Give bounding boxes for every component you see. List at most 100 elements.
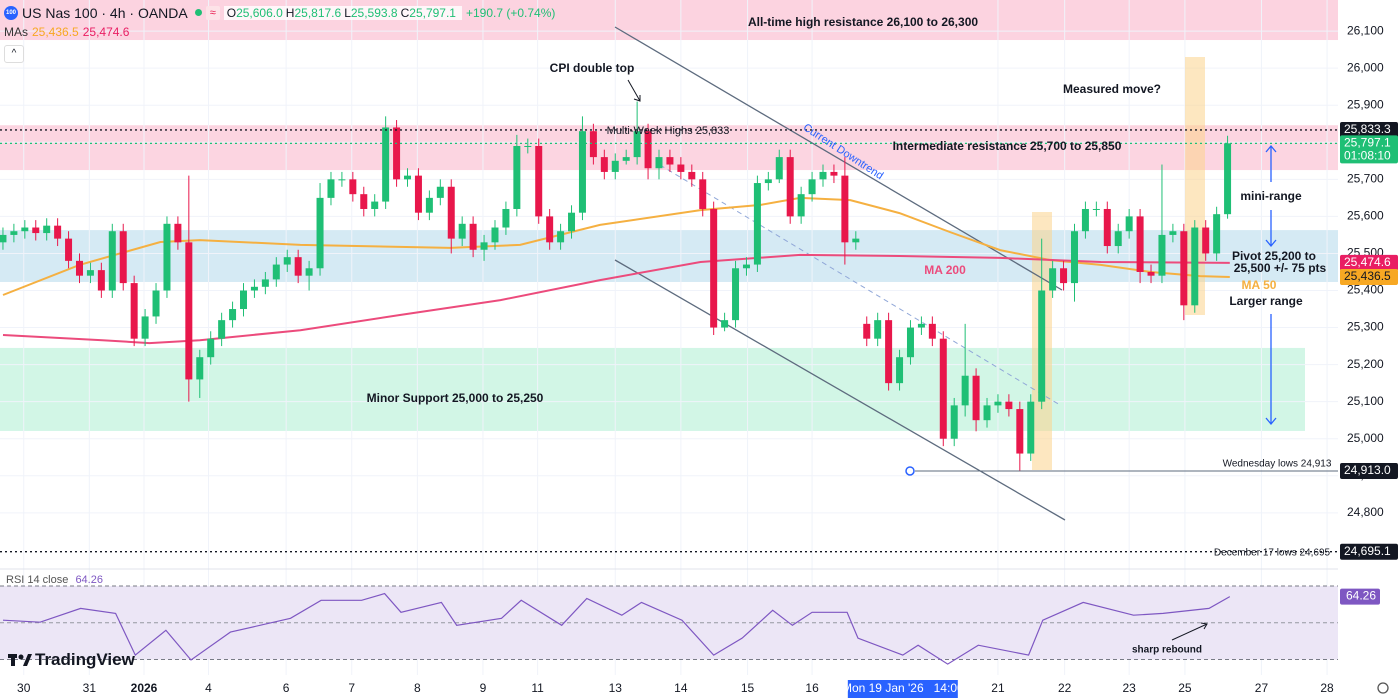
highlight [1185,57,1205,315]
x-tick-label: 27 [1255,681,1269,695]
candle-body [546,216,554,243]
candle-body [524,145,532,147]
x-tick-label: 9 [480,681,487,695]
candle-body [0,234,7,243]
candle-body [797,194,805,217]
ohlc-key: H [285,5,295,20]
rsi-line [2,592,1231,665]
candle-body [163,223,171,291]
candle-body [917,323,925,328]
candle-body [1049,268,1057,291]
candle-body [1027,401,1035,454]
crosshair-label: Mon 19 Jan '26 14:00 [842,681,964,695]
candle-body [830,171,838,176]
x-tick-label: 4 [205,681,212,695]
x-tick-label: 14 [674,681,688,695]
symbol[interactable]: US Nas 100 · 4h · OANDA [22,4,188,21]
price-badge-label: 25,474.6 [1344,255,1391,269]
candle-body [1125,216,1133,232]
candle-body [863,323,871,339]
candle-body [1038,290,1046,402]
candle-body [1158,234,1166,276]
candle-body [1081,208,1089,232]
price-countdown: 01:08:10 [1344,149,1391,163]
x-tick-label: 21 [991,681,1005,695]
candle-body [753,183,761,265]
ohlc-value: 25,797.1 [409,5,456,20]
candle-body [742,264,750,269]
y-tick-label: 26,000 [1347,60,1384,74]
candle-body [1202,227,1210,254]
candle-body [1103,208,1111,247]
symbol-icon: 100 [4,5,18,20]
candle-body [677,164,685,172]
trend-line [614,259,1066,521]
y-tick-label: 25,400 [1347,283,1384,297]
price-badge-label: 25,797.1 [1344,136,1391,150]
candle-body [141,316,149,339]
logo-mark [8,654,32,666]
candle-body [371,201,379,209]
candle-body [75,260,83,276]
ma-value: 25,436.5 [32,24,79,39]
candle-body [196,357,204,380]
candle-body [10,231,18,235]
candle-body [229,309,237,321]
collapse-button[interactable]: ^ [4,45,24,63]
x-tick-label: 15 [741,681,755,695]
rsi-badge [1340,588,1380,605]
candle-body [644,131,652,169]
candle-body [327,179,335,198]
ohlc-key: C [400,5,410,20]
candle-body [513,145,521,209]
x-tick-label: 31 [83,681,97,695]
candle-body [130,283,138,339]
candle-body [633,131,641,158]
candle-body [819,171,827,180]
price-badge-label: 25,436.5 [1344,269,1391,283]
y-tick-label: 25,300 [1347,320,1384,334]
y-tick-label: 25,100 [1347,394,1384,408]
candle-body [928,323,936,339]
legend: 100 US Nas 100 · 4h · OANDA ≈ O 25,606.0 H… [4,3,558,63]
status-dot [194,9,202,16]
x-tick-label: 28 [1320,681,1334,695]
x-tick-label: 30 [17,681,31,695]
logo-text: TradingView [35,650,135,669]
ma-value: 25,474.6 [82,24,130,39]
x-tick-label: 25 [1178,681,1192,695]
candle-body [174,223,182,243]
y-tick-label: 25,000 [1347,431,1384,445]
candle-body [393,127,401,180]
candle-body [1092,208,1100,210]
candle-body [557,231,565,243]
price-badge [1340,121,1398,138]
candle-body [404,175,412,180]
candle-body [622,157,630,161]
candle-body [961,375,969,406]
candle-body [852,238,860,243]
candle-body [108,231,116,291]
y-tick-label: 25,700 [1347,172,1384,186]
candle-body [1213,214,1221,254]
candle-body [568,212,576,232]
ohlc-key: L [344,5,351,20]
ma-name: MA 200 [924,263,966,277]
candle-body [469,223,477,250]
market-icon: ≈ [205,5,220,20]
price-axis [1338,0,1400,675]
ohlc-value: 25,606.0 [236,5,283,20]
candle-body [732,268,740,321]
candle-body [535,145,543,217]
candle-body [316,197,324,269]
candle-body [775,157,783,180]
candle-body [86,270,94,276]
candle-body [119,231,127,284]
candle-body [764,179,772,184]
candle-body [786,157,794,217]
candle-body [589,131,597,158]
candle-body [54,225,62,239]
ohlc-value: 25,817.6 [294,5,342,20]
